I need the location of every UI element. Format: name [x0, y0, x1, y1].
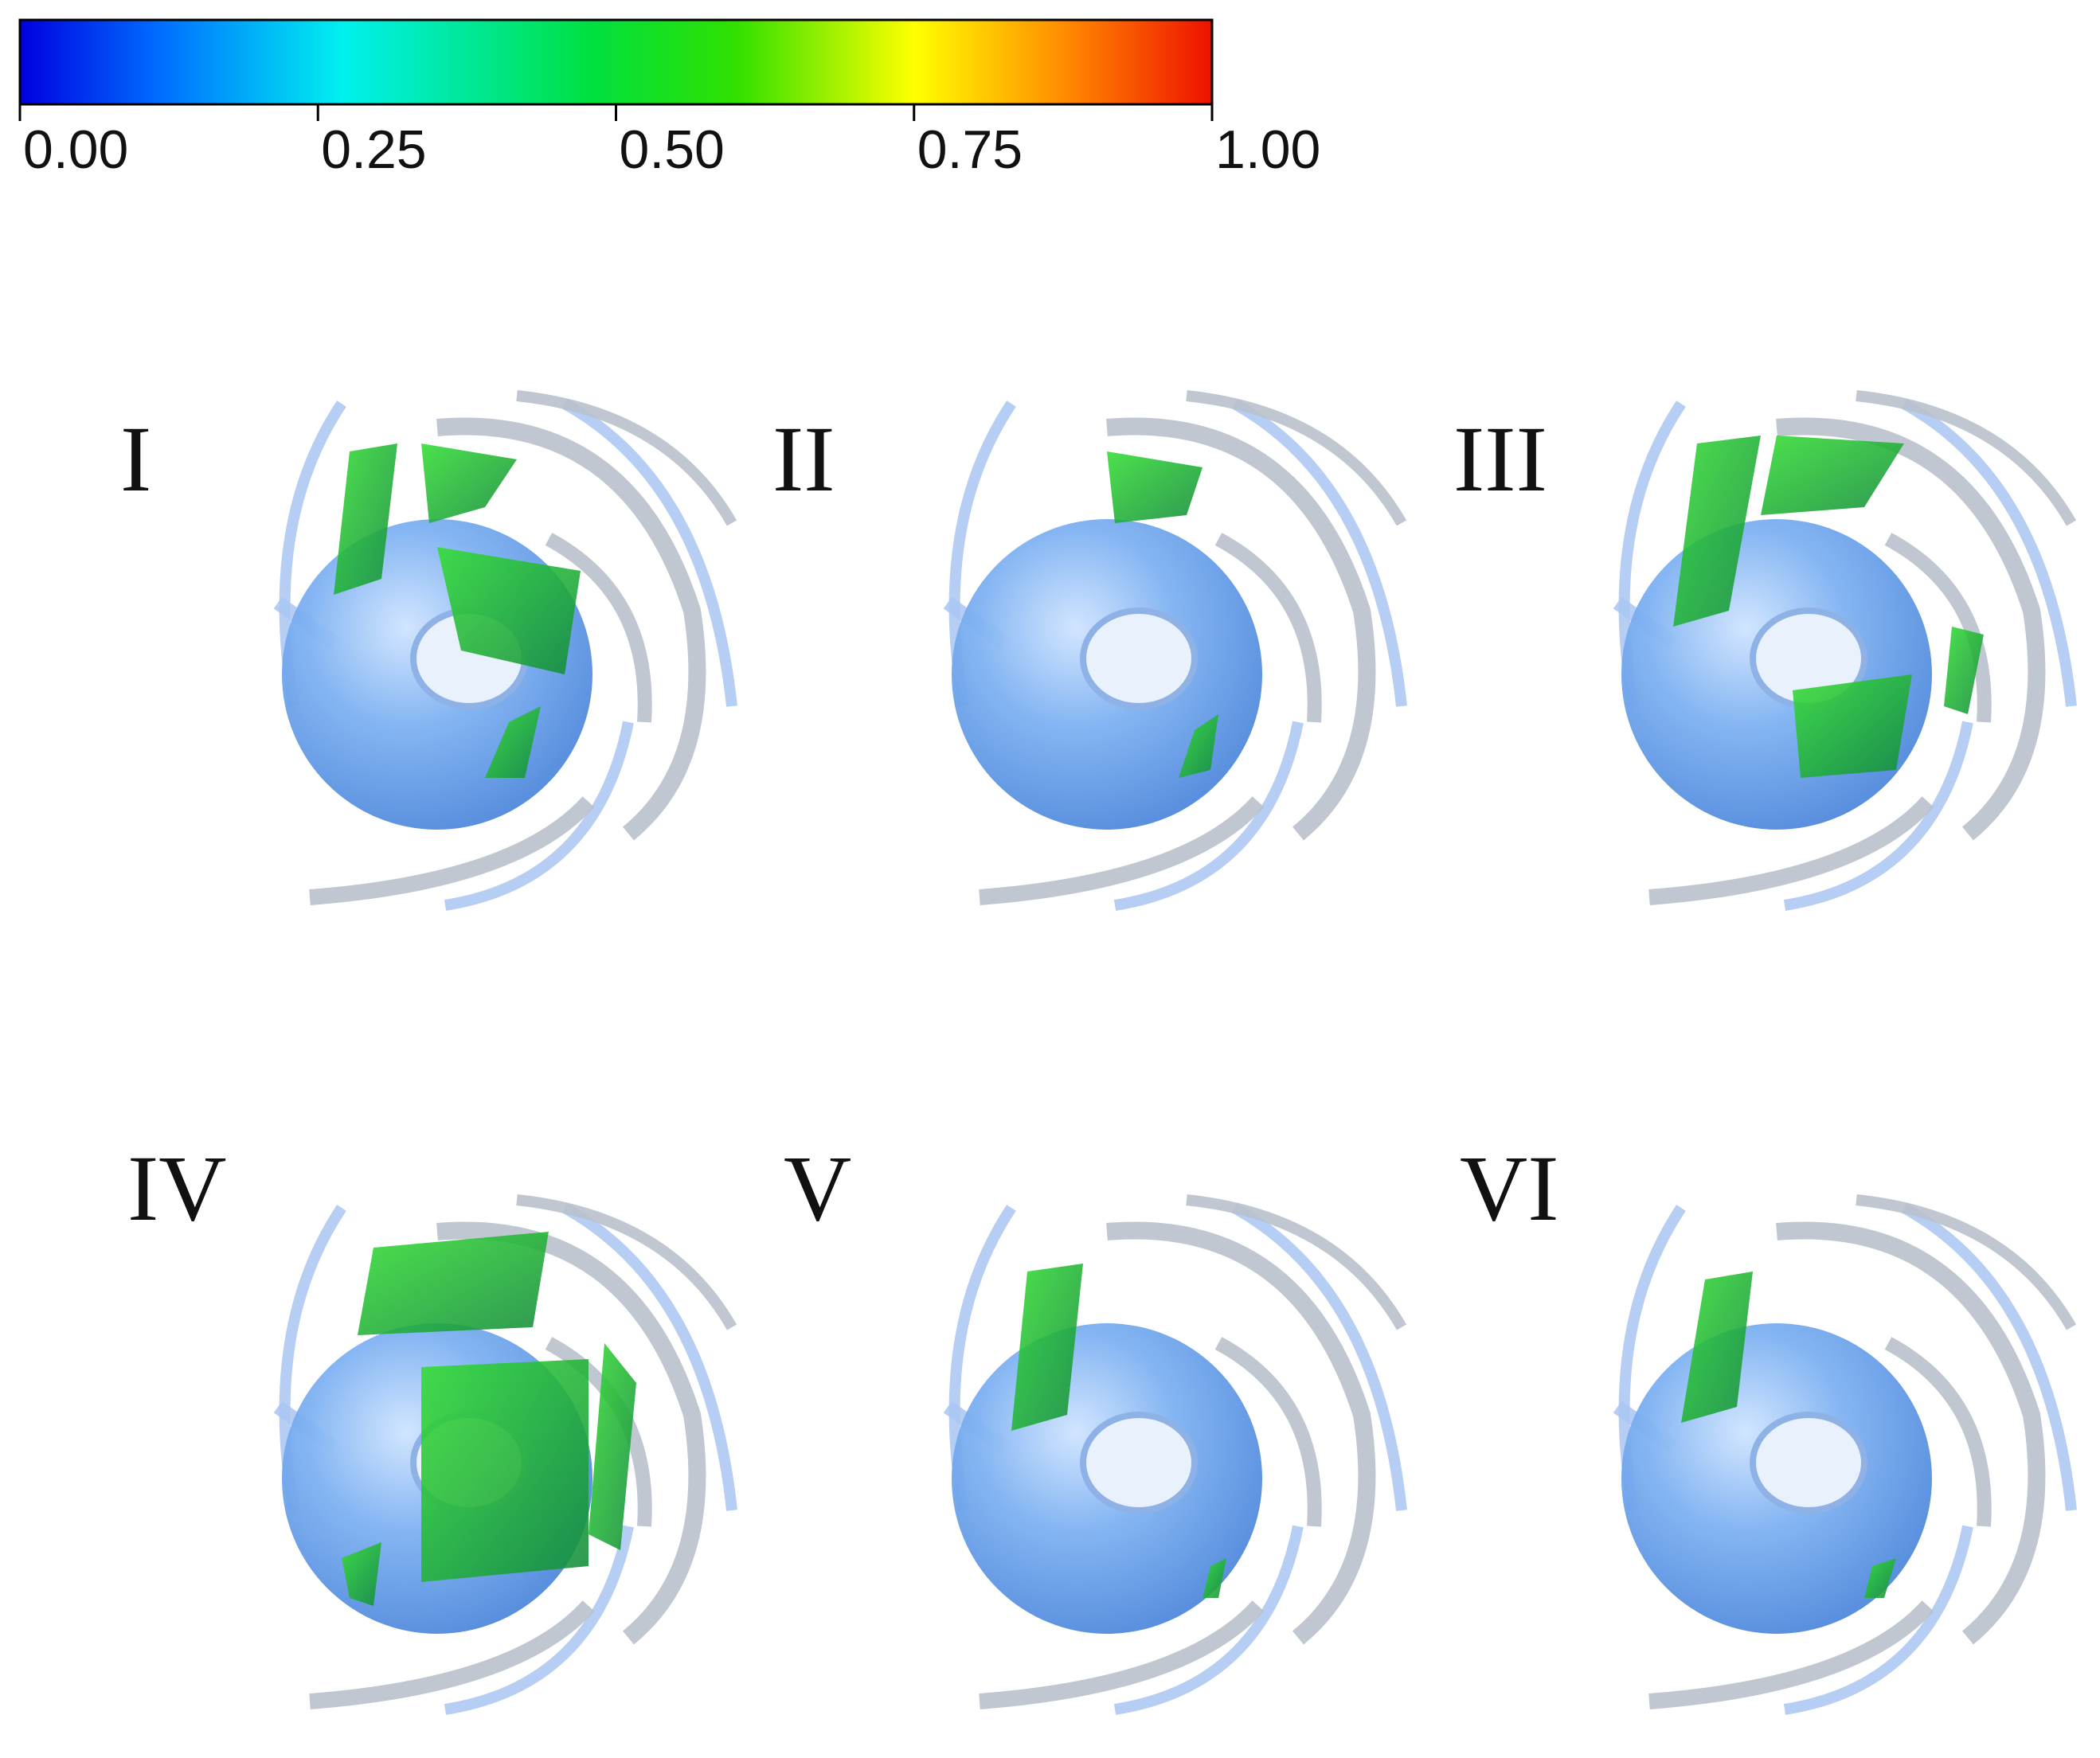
blade: [979, 796, 1265, 905]
tick-label: 0.25: [321, 119, 426, 180]
vapor-region: [1681, 1272, 1753, 1423]
colorbar: [18, 18, 1214, 106]
blade: [516, 1194, 737, 1330]
vapor-region: [1761, 436, 1904, 515]
blade: [309, 796, 595, 905]
blade: [309, 1600, 595, 1709]
blade: [436, 417, 706, 841]
vapor-region: [1673, 436, 1761, 627]
impeller-render: [1613, 390, 2077, 911]
panel-label: VI: [1460, 1136, 1559, 1240]
tick-label: 1.00: [1215, 119, 1320, 180]
vane: [561, 398, 737, 707]
vapor-region: [1944, 627, 1984, 714]
panel-label: II: [772, 407, 835, 511]
impeller-render: [1613, 1194, 2077, 1715]
vapor-region: [342, 1542, 381, 1606]
hub-eye: [1080, 1412, 1198, 1514]
blade: [1214, 533, 1322, 723]
impeller-render: [273, 1194, 737, 1715]
vapor-region: [1179, 714, 1218, 778]
vapor-region: [485, 706, 541, 778]
vane: [561, 1202, 737, 1511]
blade: [516, 390, 737, 526]
tick-label: 0.50: [620, 119, 725, 180]
blade: [1214, 1337, 1322, 1527]
vane: [1231, 1202, 1407, 1511]
panel-label: V: [784, 1136, 851, 1240]
colorbar-ticks: 0.00 0.25 0.50 0.75 1.00: [18, 104, 1320, 180]
blade: [1648, 796, 1934, 905]
vapor-region: [1011, 1264, 1083, 1431]
panel-label: I: [120, 407, 151, 511]
hub-eye: [1080, 607, 1198, 709]
vapor-region: [437, 547, 581, 674]
blade: [979, 1600, 1265, 1709]
blade: [1856, 390, 2077, 526]
vane: [1901, 1202, 2077, 1511]
vapor-region: [421, 1359, 589, 1582]
vapor-region: [1793, 674, 1912, 778]
blade: [1648, 1600, 1934, 1709]
panel-label: III: [1453, 407, 1547, 511]
vane: [1783, 721, 1973, 911]
tick-label: 0.75: [917, 119, 1023, 180]
blade: [1884, 1337, 1992, 1527]
blade: [1776, 417, 2046, 841]
vapor-region: [1203, 1558, 1226, 1598]
blade: [545, 533, 652, 723]
blade: [1884, 533, 1992, 723]
impeller-render: [943, 390, 1407, 911]
vane: [1113, 1525, 1304, 1715]
vapor-region: [1864, 1558, 1896, 1598]
hub-eye: [1750, 1412, 1867, 1514]
vapor-region: [421, 443, 517, 523]
blade: [1106, 417, 1376, 841]
vapor-region: [1107, 451, 1203, 523]
vane: [1901, 398, 2077, 707]
vapor-region: [334, 443, 397, 595]
vapor-region: [358, 1232, 549, 1335]
blade: [1106, 1221, 1376, 1645]
impeller-render: [943, 1194, 1407, 1715]
vane: [1783, 1525, 1973, 1715]
blade: [1776, 1221, 2046, 1645]
vapor-region: [589, 1343, 636, 1550]
panel-label: IV: [127, 1136, 227, 1240]
vane: [1231, 398, 1407, 707]
tick-label: 0.00: [23, 119, 128, 180]
impeller-render: [273, 390, 737, 911]
blade: [1186, 390, 1407, 526]
vane: [1113, 721, 1304, 911]
blade: [1186, 1194, 1407, 1330]
blade: [1856, 1194, 2077, 1330]
vane: [444, 1525, 634, 1715]
vane: [444, 721, 634, 911]
